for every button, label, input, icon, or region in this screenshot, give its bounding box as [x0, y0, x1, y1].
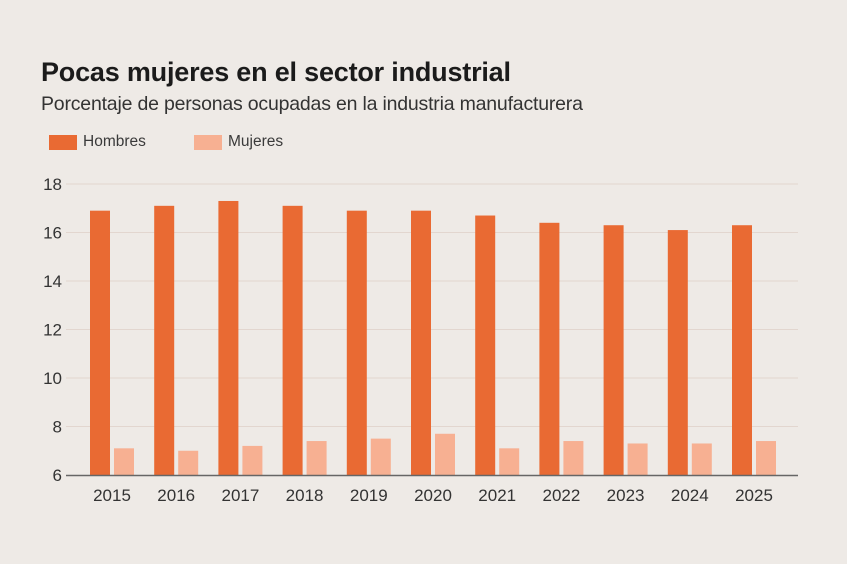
- bar-hombres-2020: [411, 210, 431, 476]
- gridlines: [66, 183, 798, 427]
- y-tick-label-12: 12: [43, 321, 62, 340]
- bar-hombres-2021: [475, 215, 496, 475]
- legend-swatch-hombres: [49, 134, 77, 150]
- chart-subtitle: Porcentaje de personas ocupadas en la in…: [41, 93, 583, 115]
- legend-label-mujeres: Mujeres: [228, 133, 284, 150]
- legend-swatch-mujeres: [194, 134, 222, 150]
- y-tick-label-14: 14: [43, 272, 62, 291]
- bar-hombres-2024: [667, 230, 688, 475]
- x-tick-label-2023: 2023: [607, 486, 645, 505]
- x-tick-label-2022: 2022: [542, 486, 580, 505]
- y-tick-label-18: 18: [43, 175, 62, 194]
- bar-hombres-2017: [218, 200, 239, 475]
- x-tick-label-2020: 2020: [414, 486, 452, 505]
- bars: [90, 200, 776, 476]
- bar-mujeres-2020: [435, 433, 455, 475]
- bar-mujeres-2018: [306, 441, 327, 475]
- bar-hombres-2015: [90, 210, 110, 476]
- x-tick-label-2024: 2024: [671, 486, 709, 505]
- bar-mujeres-2024: [691, 443, 712, 475]
- bar-hombres-2023: [603, 225, 624, 475]
- y-tick-label-16: 16: [43, 224, 62, 243]
- bar-mujeres-2023: [627, 443, 648, 475]
- x-axis-tick-labels: 2015 2016 2017 2018 2019 2020 2021 2022 2023 2024…: [93, 486, 773, 505]
- bar-hombres-2022: [539, 222, 560, 475]
- x-tick-label-2021: 2021: [478, 486, 516, 505]
- legend-item-mujeres: Mujeres: [194, 133, 283, 151]
- bar-mujeres-2025: [756, 441, 776, 475]
- bar-mujeres-2022: [563, 441, 584, 475]
- x-tick-label-2016: 2016: [157, 486, 195, 505]
- y-tick-label-10: 10: [43, 369, 62, 388]
- x-tick-label-2017: 2017: [221, 486, 259, 505]
- bar-mujeres-2015: [114, 448, 134, 475]
- chart-title: Pocas mujeres en el sector industrial: [41, 57, 511, 87]
- bar-hombres-2025: [732, 225, 752, 475]
- y-tick-label-8: 8: [53, 418, 62, 437]
- bar-hombres-2018: [282, 205, 303, 475]
- y-axis-tick-labels: 6 8 10 12 14 16 18: [43, 175, 62, 485]
- bar-mujeres-2016: [178, 450, 199, 475]
- x-tick-label-2019: 2019: [350, 486, 388, 505]
- bar-mujeres-2021: [499, 448, 520, 475]
- legend-item-hombres: Hombres: [49, 133, 146, 151]
- x-tick-label-2015: 2015: [93, 486, 131, 505]
- bar-mujeres-2019: [370, 438, 391, 475]
- bar-mujeres-2017: [242, 445, 263, 475]
- x-tick-label-2025: 2025: [735, 486, 773, 505]
- legend-label-hombres: Hombres: [83, 133, 146, 150]
- bar-hombres-2019: [346, 210, 367, 476]
- bar-hombres-2016: [154, 205, 175, 475]
- y-tick-label-6: 6: [53, 466, 62, 485]
- x-tick-label-2018: 2018: [286, 486, 324, 505]
